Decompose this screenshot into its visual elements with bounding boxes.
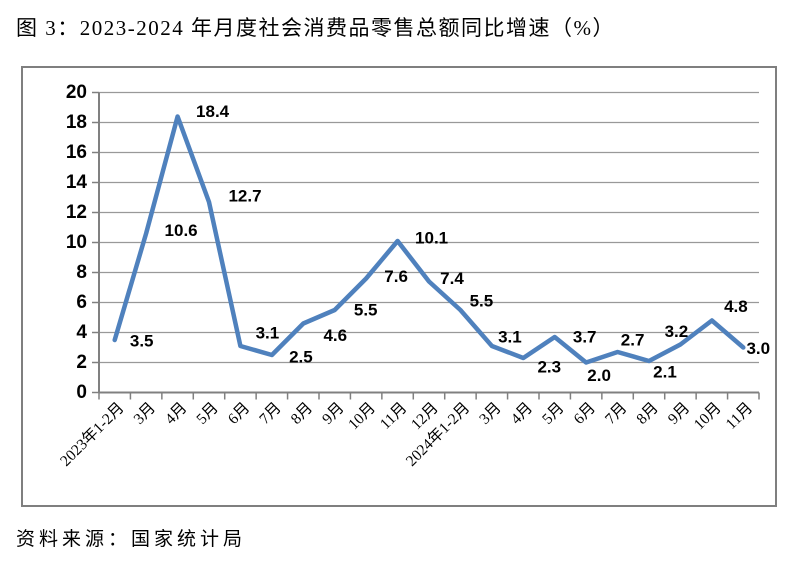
x-tick-label: 7月 — [256, 399, 284, 427]
data-label: 5.5 — [354, 301, 378, 320]
x-tick-label: 2023年1-2月 — [56, 399, 127, 470]
x-tick-label: 10月 — [691, 399, 725, 433]
data-label: 2.3 — [537, 358, 561, 377]
data-label: 2.7 — [621, 331, 645, 350]
x-tick-label: 3月 — [476, 399, 504, 427]
y-tick-label: 14 — [66, 172, 88, 193]
x-tick-label: 3月 — [130, 399, 158, 427]
x-tick-label: 4月 — [508, 399, 536, 427]
chart-container: 3.5 10.6 18.4 12.7 3.1 2.5 4.6 5.5 7.6 10.1 7.4 5.5… — [21, 66, 777, 507]
x-tick-label: 8月 — [288, 399, 316, 427]
y-tick-label: 0 — [76, 382, 87, 403]
data-source: 资料来源：国家统计局 — [16, 529, 247, 550]
data-label: 2.5 — [289, 348, 313, 367]
line-chart: 3.5 10.6 18.4 12.7 3.1 2.5 4.6 5.5 7.6 10.1 7.4 5.5… — [56, 82, 770, 470]
y-axis-labels: 0 2 4 6 8 10 12 14 16 18 20 — [66, 82, 88, 403]
data-labels: 3.5 10.6 18.4 12.7 3.1 2.5 4.6 5.5 7.6 10.1 7.4 5.5… — [130, 102, 770, 385]
data-label: 4.6 — [323, 326, 347, 345]
x-tick-label: 9月 — [665, 399, 693, 427]
series — [112, 114, 746, 365]
y-tick-label: 2 — [76, 352, 87, 373]
data-label: 5.5 — [470, 292, 494, 311]
x-tick-label: 4月 — [162, 399, 190, 427]
data-label: 2.1 — [653, 363, 677, 382]
y-tick-label: 20 — [66, 82, 87, 103]
data-label: 7.4 — [440, 269, 464, 288]
x-tick-label: 10月 — [345, 399, 379, 433]
y-tick-label: 4 — [76, 322, 87, 343]
data-label: 7.6 — [384, 267, 408, 286]
x-tick-label: 5月 — [193, 399, 221, 427]
x-tick-label: 7月 — [602, 399, 630, 427]
data-label: 3.7 — [573, 328, 597, 347]
x-axis-labels: 2023年1-2月 3月 4月 5月 6月 7月 8月 9月10月11月12月2024年1-2… — [56, 399, 756, 470]
x-tick-label: 11月 — [723, 399, 757, 433]
figure-title: 图 3：2023-2024 年月度社会消费品零售总额同比增速（%） — [16, 16, 615, 40]
data-label: 10.6 — [165, 221, 198, 240]
data-label: 10.1 — [415, 229, 448, 248]
x-tick-label: 5月 — [539, 399, 567, 427]
x-tick-label: 8月 — [633, 399, 661, 427]
x-tick-label: 6月 — [225, 399, 253, 427]
y-tick-label: 16 — [66, 142, 87, 163]
data-label: 2.0 — [587, 366, 611, 385]
axes — [92, 91, 760, 400]
gridlines — [99, 91, 759, 364]
x-tick-label: 11月 — [377, 399, 411, 433]
data-label: 3.0 — [746, 339, 770, 358]
data-label: 3.2 — [665, 322, 689, 341]
y-tick-label: 10 — [66, 232, 87, 253]
data-label: 18.4 — [196, 102, 230, 121]
y-tick-label: 8 — [76, 262, 87, 283]
data-label: 4.8 — [724, 297, 748, 316]
y-tick-label: 6 — [76, 292, 87, 313]
y-tick-label: 12 — [66, 202, 87, 223]
y-tick-label: 18 — [66, 112, 87, 133]
x-tick-label: 6月 — [570, 399, 598, 427]
data-label: 3.1 — [498, 328, 522, 347]
x-tick-label: 9月 — [319, 399, 347, 427]
data-label: 3.5 — [130, 332, 154, 351]
series-line — [112, 114, 746, 365]
data-label: 12.7 — [228, 187, 261, 206]
data-label: 3.1 — [256, 324, 280, 343]
